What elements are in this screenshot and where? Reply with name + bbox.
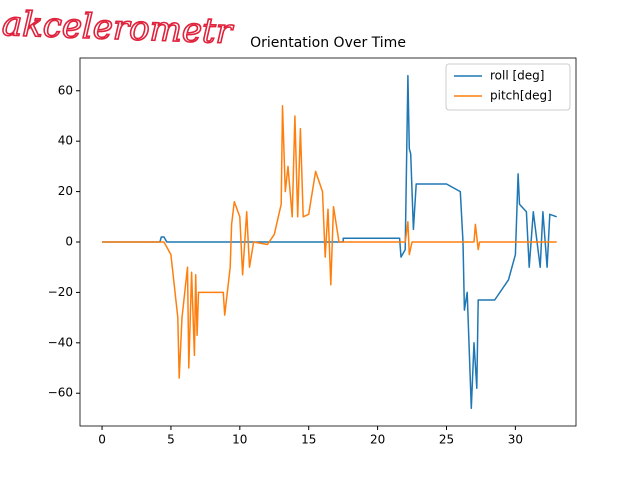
y-tick-label: −40: [48, 335, 73, 349]
y-tick-label: 20: [58, 184, 73, 198]
y-tick-label: −20: [48, 285, 73, 299]
legend-label: roll [deg]: [490, 69, 544, 83]
y-tick-label: −60: [48, 386, 73, 400]
x-tick-label: 5: [167, 433, 175, 447]
legend: roll [deg] pitch[deg]: [445, 63, 571, 111]
x-tick-label: 30: [508, 433, 523, 447]
legend-label: pitch[deg]: [490, 89, 552, 103]
x-tick-label: 10: [232, 433, 247, 447]
annotation: akcelerometr: [1, 4, 234, 52]
series-line: [102, 74, 557, 410]
plot-frame: [79, 57, 577, 427]
chart-title: Orientation Over Time: [250, 35, 406, 51]
x-tick-label: 20: [370, 433, 385, 447]
y-tick-label: 40: [58, 134, 73, 148]
x-tick-label: 15: [301, 433, 316, 447]
series-line: [102, 105, 557, 379]
x-tick-label: 25: [439, 433, 454, 447]
y-tick-label: 0: [65, 235, 73, 249]
y-tick-label: 60: [58, 83, 73, 97]
x-tick-label: 0: [98, 433, 106, 447]
